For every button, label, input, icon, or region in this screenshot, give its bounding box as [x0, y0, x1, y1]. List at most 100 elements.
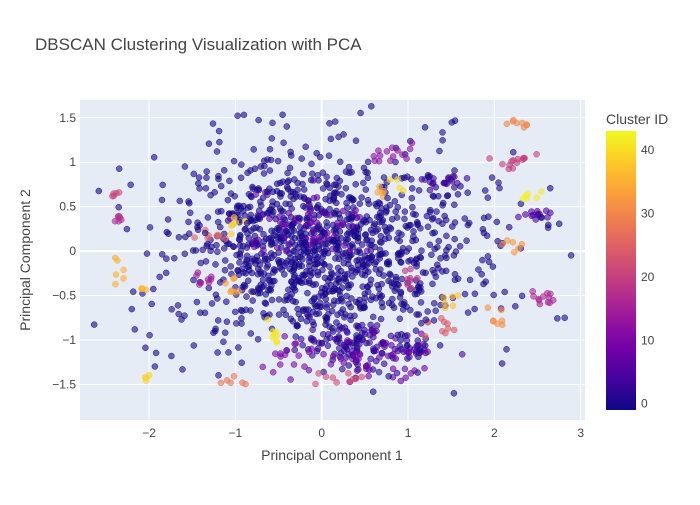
scatter-point[interactable] [115, 212, 123, 220]
scatter-point[interactable] [518, 292, 526, 300]
scatter-point[interactable] [176, 197, 184, 205]
scatter-point[interactable] [545, 294, 553, 301]
scatter-point[interactable] [323, 314, 331, 322]
scatter-point[interactable] [250, 146, 257, 153]
scatter-point[interactable] [310, 234, 317, 242]
scatter-point[interactable] [336, 214, 344, 222]
scatter-point[interactable] [281, 262, 288, 270]
scatter-point[interactable] [312, 251, 319, 259]
scatter-point[interactable] [364, 158, 372, 166]
scatter-point[interactable] [310, 336, 317, 343]
scatter-point[interactable] [393, 214, 401, 221]
scatter-point[interactable] [384, 194, 391, 202]
scatter-point[interactable] [371, 220, 379, 228]
scatter-point[interactable] [260, 270, 268, 277]
scatter-point[interactable] [175, 234, 183, 241]
scatter-point[interactable] [114, 257, 121, 264]
scatter-point[interactable] [377, 315, 385, 323]
scatter-point[interactable] [254, 257, 262, 265]
scatter-point[interactable] [365, 372, 372, 380]
scatter-point[interactable] [232, 308, 239, 316]
scatter-point[interactable] [358, 194, 365, 201]
scatter-point[interactable] [301, 271, 309, 279]
scatter-point[interactable] [403, 303, 410, 310]
scatter-point[interactable] [405, 258, 412, 265]
scatter-point[interactable] [238, 161, 245, 168]
scatter-point[interactable] [339, 298, 346, 305]
scatter-point[interactable] [209, 120, 217, 127]
scatter-point[interactable] [410, 259, 418, 267]
scatter-point[interactable] [288, 260, 295, 267]
scatter-point[interactable] [450, 326, 458, 334]
scatter-point[interactable] [185, 218, 192, 226]
scatter-point[interactable] [276, 213, 283, 220]
scatter-point[interactable] [301, 238, 309, 246]
scatter-point[interactable] [352, 137, 360, 144]
scatter-point[interactable] [217, 279, 224, 286]
scatter-point[interactable] [329, 301, 337, 308]
scatter-point[interactable] [345, 229, 352, 236]
scatter-point[interactable] [419, 269, 427, 276]
scatter-point[interactable] [338, 191, 345, 198]
scatter-point[interactable] [341, 271, 349, 278]
scatter-point[interactable] [269, 198, 276, 205]
scatter-point[interactable] [280, 139, 287, 147]
scatter-point[interactable] [399, 151, 406, 158]
scatter-point[interactable] [269, 277, 276, 285]
scatter-point[interactable] [450, 252, 458, 259]
scatter-point[interactable] [522, 211, 529, 218]
scatter-point[interactable] [290, 361, 298, 368]
scatter-point[interactable] [388, 301, 396, 309]
scatter-point[interactable] [343, 199, 350, 207]
scatter-point[interactable] [207, 276, 215, 283]
scatter-point[interactable] [405, 348, 412, 356]
scatter-point[interactable] [305, 348, 313, 356]
scatter-point[interactable] [349, 375, 357, 383]
scatter-point[interactable] [443, 232, 450, 240]
scatter-point[interactable] [279, 178, 287, 185]
scatter-point[interactable] [280, 306, 287, 314]
scatter-point[interactable] [323, 283, 330, 290]
scatter-point[interactable] [217, 379, 225, 387]
scatter-point[interactable] [333, 319, 340, 326]
scatter-point[interactable] [255, 116, 262, 124]
scatter-point[interactable] [115, 165, 123, 172]
scatter-point[interactable] [554, 315, 561, 322]
scatter-point[interactable] [323, 180, 330, 187]
scatter-point[interactable] [471, 290, 479, 298]
scatter-point[interactable] [375, 368, 383, 376]
scatter-point[interactable] [279, 208, 287, 215]
scatter-point[interactable] [270, 332, 278, 339]
scatter-point[interactable] [388, 279, 395, 286]
scatter-point[interactable] [313, 149, 320, 157]
scatter-point[interactable] [297, 249, 305, 256]
scatter-point[interactable] [366, 339, 373, 346]
scatter-point[interactable] [399, 187, 407, 194]
scatter-point[interactable] [276, 190, 284, 197]
scatter-point[interactable] [461, 290, 469, 298]
scatter-point[interactable] [246, 203, 254, 211]
scatter-point[interactable] [451, 117, 459, 124]
scatter-point[interactable] [346, 247, 354, 255]
scatter-point[interactable] [214, 248, 221, 256]
scatter-point[interactable] [409, 203, 416, 211]
scatter-point[interactable] [233, 204, 241, 211]
scatter-point[interactable] [245, 234, 253, 242]
scatter-point[interactable] [404, 173, 411, 180]
scatter-point[interactable] [412, 236, 420, 244]
scatter-point[interactable] [300, 170, 307, 178]
scatter-point[interactable] [348, 295, 355, 302]
scatter-point[interactable] [454, 179, 461, 187]
scatter-point[interactable] [430, 300, 438, 307]
scatter-point[interactable] [284, 185, 292, 193]
scatter-point[interactable] [361, 271, 369, 279]
scatter-point[interactable] [411, 367, 418, 374]
scatter-point[interactable] [380, 360, 388, 368]
scatter-point[interactable] [199, 246, 206, 254]
scatter-point[interactable] [225, 349, 232, 356]
scatter-point[interactable] [408, 185, 416, 192]
scatter-point[interactable] [499, 240, 506, 248]
scatter-point[interactable] [311, 294, 318, 302]
scatter-point[interactable] [162, 269, 170, 277]
scatter-point[interactable] [244, 277, 252, 284]
